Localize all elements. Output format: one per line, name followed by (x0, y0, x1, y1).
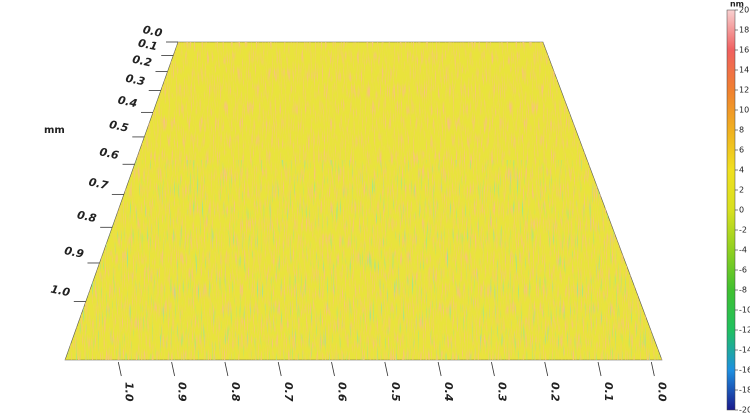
y-tick-label: 1.0 (49, 283, 71, 300)
colorbar-tick-label: 12 (739, 86, 749, 95)
x-tick-label: 0.1 (602, 382, 615, 402)
x-tick-label: 0.2 (549, 382, 562, 402)
colorbar-tick-label: 6 (739, 146, 744, 155)
colorbar-tick-label: -20 (739, 406, 750, 415)
colorbar-tick-label: -6 (739, 266, 747, 275)
colorbar-tick-label: 14 (739, 66, 749, 75)
x-tick-label: 0.9 (176, 382, 189, 402)
colorbar-label: nm (730, 0, 744, 9)
x-tick-label: 0.4 (442, 382, 455, 402)
colorbar-tick-label: -12 (739, 326, 750, 335)
colorbar-tick-label: 0 (739, 206, 744, 215)
colorbar-tick-label: -16 (739, 366, 750, 375)
y-tick-label: 0.1 (137, 37, 159, 54)
x-tick (331, 361, 335, 377)
x-tick (224, 361, 229, 377)
colorbar-tick-label: 10 (739, 106, 749, 115)
colorbar-tick-label: 16 (739, 46, 749, 55)
colorbar-tick-label: -18 (739, 386, 750, 395)
x-tick (277, 361, 282, 377)
x-tick-label: 0.5 (389, 382, 402, 402)
x-tick (544, 361, 549, 377)
x-tick-label: 0.7 (282, 382, 295, 402)
colorbar-tick-label: -4 (739, 246, 747, 255)
colorbar-tick-label: 4 (739, 166, 744, 175)
y-tick-label: 0.2 (131, 53, 153, 70)
x-tick (384, 361, 389, 377)
colorbar-tick-label: 8 (739, 126, 744, 135)
x-tick-label: 0.6 (336, 382, 349, 402)
x-tick-label: 0.8 (229, 382, 242, 402)
x-tick (597, 361, 602, 377)
x-tick-label: 1.0 (122, 382, 135, 402)
y-tick-label: 0.0 (142, 23, 164, 40)
colorbar-tick-label: -10 (739, 306, 750, 315)
y-axis-label: mm (44, 125, 65, 136)
x-tick-label: 0.0 (655, 382, 668, 402)
x-tick (437, 361, 442, 377)
colorbar-tick-label: -14 (739, 346, 750, 355)
y-tick-label: 0.7 (88, 175, 110, 192)
y-tick-label: 0.3 (124, 72, 146, 89)
colorbar-tick-label: -8 (739, 286, 747, 295)
colorbar-tick-label: 2 (739, 186, 744, 195)
y-tick-label: 0.8 (76, 208, 98, 225)
y-tick-label: 0.5 (108, 118, 130, 135)
x-tick (117, 361, 122, 377)
surface (64, 41, 663, 361)
colorbar-tick-label: -2 (739, 226, 747, 235)
y-tick-label: 0.9 (63, 244, 85, 261)
x-tick (491, 361, 495, 377)
colorbar (726, 9, 736, 411)
x-tick (650, 361, 655, 377)
x-tick (171, 361, 175, 377)
colorbar-tick-label: 20 (739, 6, 749, 15)
y-tick-label: 0.6 (98, 145, 120, 162)
colorbar-tick-label: 18 (739, 26, 749, 35)
y-tick-label: 0.4 (117, 93, 139, 110)
x-tick-label: 0.3 (495, 382, 508, 402)
